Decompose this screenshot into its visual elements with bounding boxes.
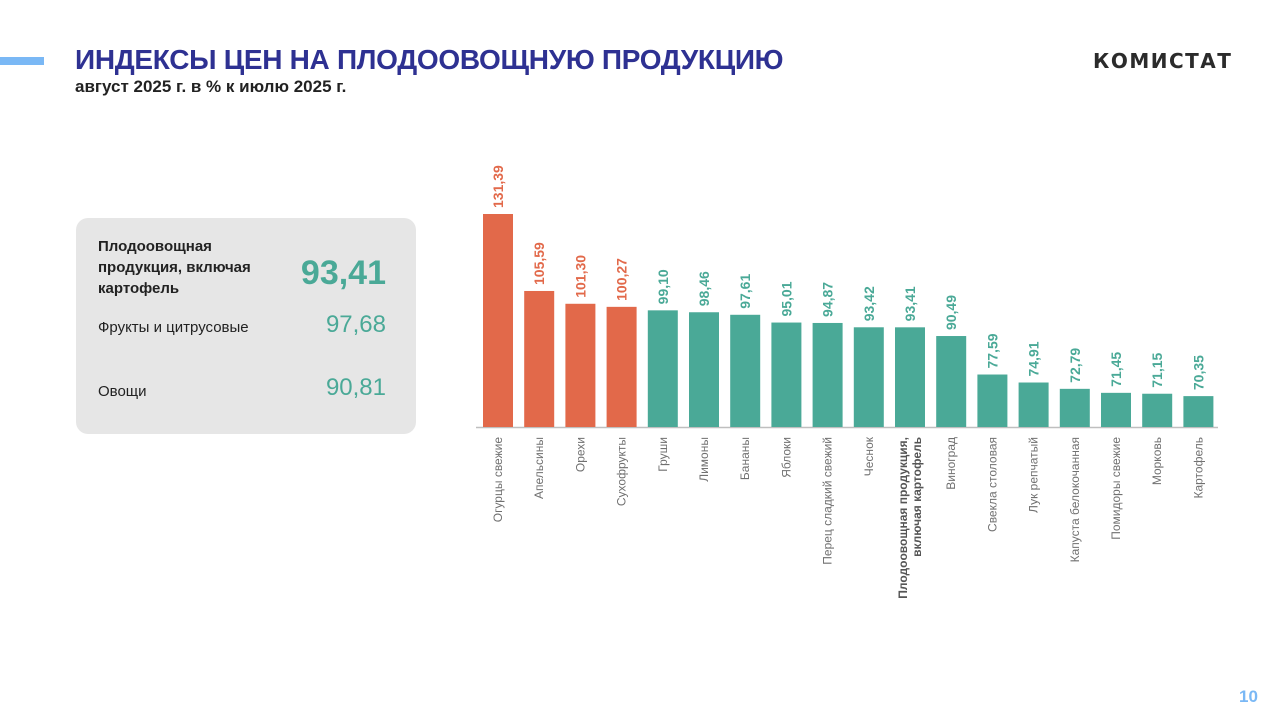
data-label: 95,01 [778, 281, 794, 316]
summary-label: Фрукты и цитрусовые [98, 319, 249, 336]
bar [647, 310, 678, 427]
data-label: 100,27 [614, 258, 630, 301]
summary-label: Овощи [98, 383, 147, 400]
bar [812, 322, 843, 427]
accent-bar [0, 57, 44, 65]
data-label: 71,45 [1108, 352, 1124, 387]
summary-value: 90,81 [325, 374, 386, 401]
data-label: 98,46 [696, 271, 712, 306]
bar [1101, 392, 1131, 427]
data-label: 99,10 [655, 269, 671, 304]
bar [977, 374, 1008, 427]
logo: КОМИСТАТ [1093, 49, 1233, 73]
bar [606, 306, 637, 427]
category-tick-label: Морковь [1150, 437, 1164, 485]
bar [1142, 393, 1173, 427]
summary-value: 97,68 [325, 311, 386, 338]
data-label: 101,30 [572, 255, 588, 298]
category-tick-label: Виноград [944, 437, 958, 490]
bar [730, 314, 761, 427]
bar [895, 327, 925, 427]
data-label: 90,49 [943, 295, 959, 330]
category-tick-label: Плодоовощная продукция,включая картофель [896, 437, 924, 599]
summary-value: 93,41 [300, 254, 386, 292]
data-label: 94,87 [820, 282, 836, 317]
category-tick-label: Чеснок [862, 436, 876, 476]
data-label: 93,41 [902, 286, 918, 321]
category-tick-label: Орехи [573, 437, 587, 472]
category-tick-label: Картофель [1191, 437, 1205, 499]
bar [524, 290, 555, 427]
bar [689, 312, 719, 427]
bar [853, 327, 884, 427]
page-subtitle: август 2025 г. в % к июлю 2025 г. [75, 77, 347, 96]
bar [1183, 396, 1214, 427]
category-tick-label: Лук репчатый [1027, 437, 1041, 513]
data-label: 71,15 [1149, 352, 1165, 387]
bar [1059, 388, 1090, 427]
category-tick-label: Капуста белокочанная [1068, 437, 1082, 562]
data-label: 70,35 [1190, 355, 1206, 390]
category-tick-label: Свекла столовая [985, 437, 999, 532]
data-label: 74,91 [1026, 341, 1042, 376]
category-tick-label: Огурцы свежие [491, 437, 505, 523]
bar [565, 303, 596, 427]
page-title: ИНДЕКСЫ ЦЕН НА ПЛОДООВОЩНУЮ ПРОДУКЦИЮ [75, 44, 784, 75]
data-label: 77,59 [984, 333, 1000, 368]
category-tick-label: Перец сладкий свежий [821, 437, 835, 565]
data-label: 93,42 [861, 286, 877, 321]
data-label: 97,61 [737, 274, 753, 309]
category-tick-label: Лимоны [697, 437, 711, 482]
category-tick-label: Яблоки [779, 437, 793, 478]
summary-label: Плодоовощная продукция, включая картофел… [98, 238, 251, 297]
category-tick-label: Апельсины [532, 437, 546, 499]
data-label: 131,39 [490, 165, 506, 208]
page-number: 10 [1239, 687, 1258, 706]
bar [483, 214, 513, 427]
category-tick-label: Бананы [738, 437, 752, 480]
bar [771, 322, 802, 427]
bar [1018, 382, 1049, 427]
data-label: 72,79 [1067, 348, 1083, 383]
category-tick-label: Груши [656, 437, 670, 472]
data-label: 105,59 [531, 242, 547, 285]
category-tick-label: Помидоры свежие [1109, 437, 1123, 540]
category-tick-label: Сухофрукты [615, 437, 629, 506]
summary-panel: Плодоовощная продукция, включая картофел… [76, 218, 416, 434]
bar [936, 336, 967, 427]
